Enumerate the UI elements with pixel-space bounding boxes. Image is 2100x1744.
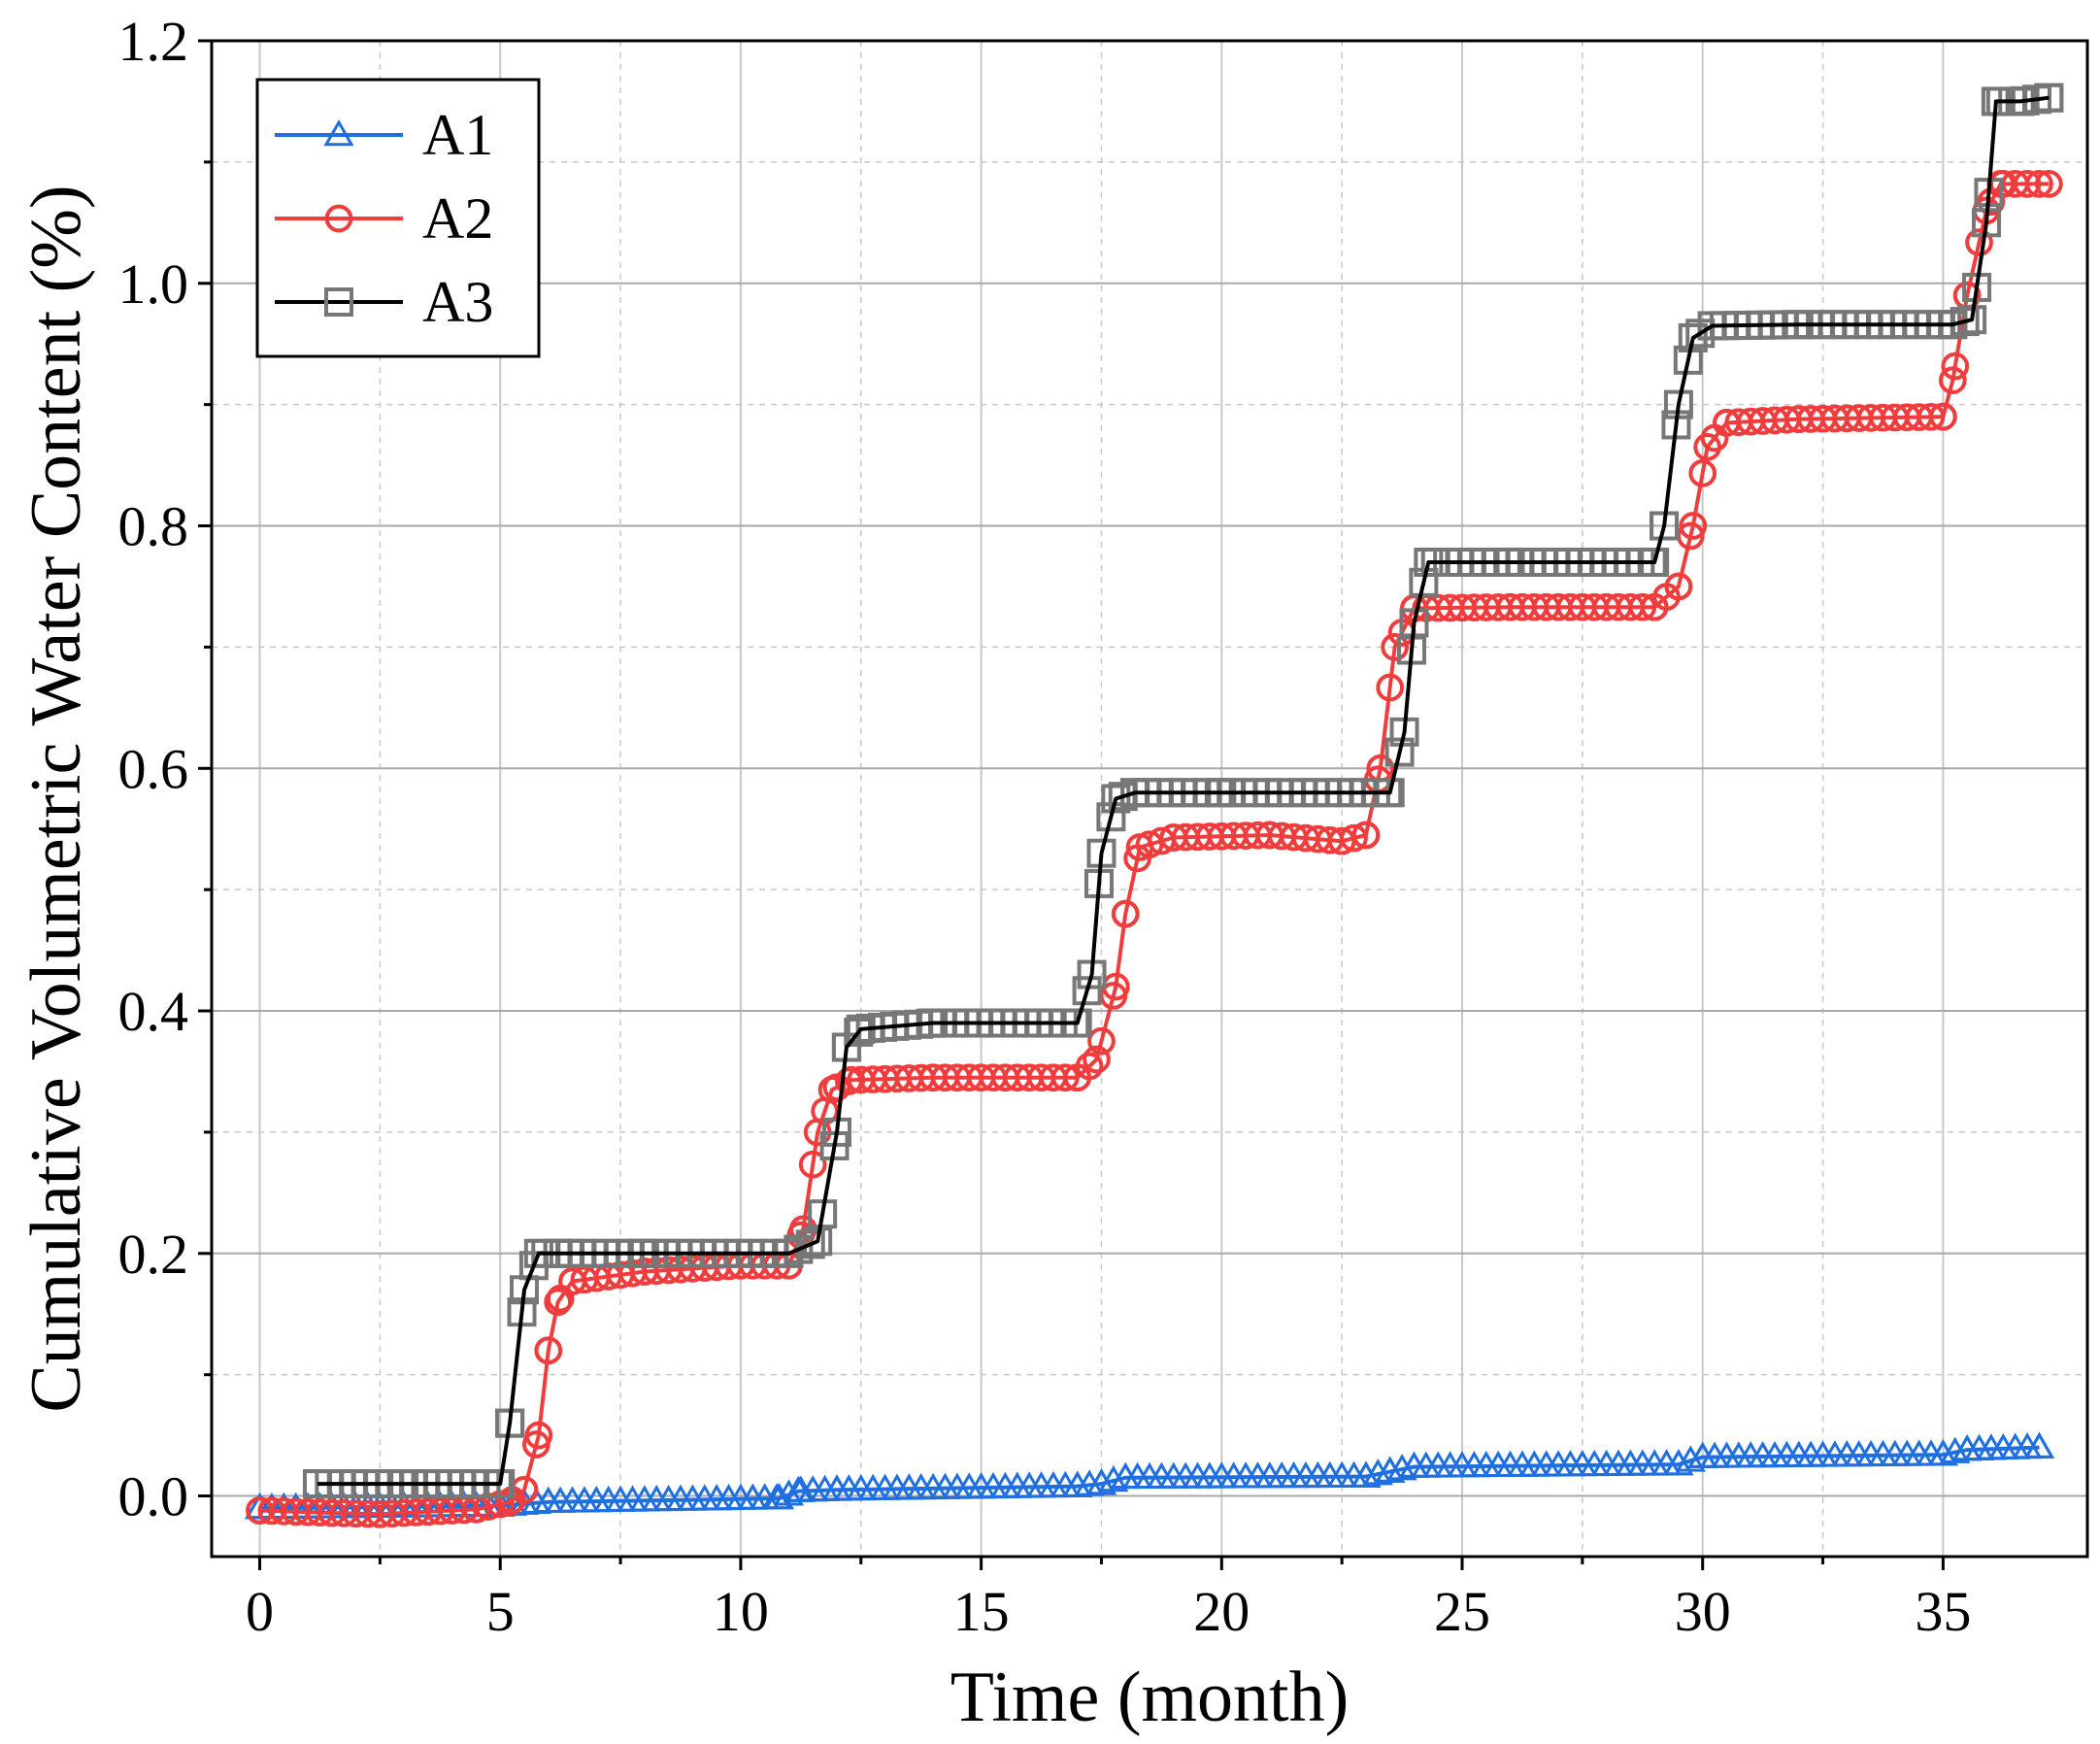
x-tick-label: 20 bbox=[1193, 1580, 1250, 1643]
legend-label: A1 bbox=[422, 103, 493, 167]
y-tick-label: 1.2 bbox=[118, 10, 189, 73]
series-layer bbox=[244, 83, 2064, 1528]
data-point bbox=[1351, 821, 1381, 850]
y-tick-label: 1.0 bbox=[118, 252, 189, 316]
plot-frame bbox=[210, 39, 2089, 1559]
x-tick-label: 15 bbox=[953, 1580, 1010, 1643]
y-tick-label: 0.2 bbox=[118, 1223, 189, 1286]
x-tick-label: 0 bbox=[246, 1580, 274, 1643]
x-tick-label: 35 bbox=[1915, 1580, 1971, 1643]
y-tick-label: 0.0 bbox=[118, 1465, 189, 1528]
x-tick-label: 10 bbox=[713, 1580, 769, 1643]
data-point bbox=[1965, 228, 1993, 256]
x-tick-label: 30 bbox=[1675, 1580, 1731, 1643]
x-tick-label: 5 bbox=[486, 1580, 515, 1643]
data-point bbox=[1693, 432, 1721, 461]
y-axis-title: Cumulative Volumetric Water Content (%) bbox=[17, 184, 96, 1412]
data-point bbox=[1384, 737, 1415, 767]
data-point bbox=[1125, 833, 1154, 861]
data-point bbox=[1688, 459, 1717, 487]
data-point bbox=[803, 1226, 833, 1257]
data-point bbox=[1072, 976, 1102, 1006]
legend-marker bbox=[324, 204, 353, 233]
data-point bbox=[795, 1229, 825, 1259]
series-line bbox=[259, 182, 2050, 1517]
data-point bbox=[1340, 823, 1368, 853]
legend-marker bbox=[323, 118, 354, 147]
series-a3 bbox=[302, 83, 2064, 1499]
legend-label: A3 bbox=[422, 270, 493, 334]
x-axis-title: Time (month) bbox=[950, 1658, 1349, 1737]
data-point bbox=[1083, 1045, 1111, 1074]
data-point bbox=[544, 1288, 573, 1317]
data-point bbox=[1941, 352, 1970, 381]
series-line bbox=[259, 1445, 2040, 1510]
data-point bbox=[1664, 572, 1693, 601]
y-tick-label: 0.6 bbox=[118, 737, 189, 800]
data-point bbox=[1087, 1026, 1116, 1056]
legend-marker bbox=[324, 287, 353, 317]
data-point bbox=[1938, 366, 1967, 395]
y-tick-label: 0.4 bbox=[118, 980, 189, 1043]
legend-label: A2 bbox=[422, 186, 493, 251]
series-line bbox=[317, 95, 2050, 1487]
data-point bbox=[1101, 784, 1131, 814]
x-tick-label: 25 bbox=[1434, 1580, 1490, 1643]
data-point bbox=[1679, 512, 1708, 540]
legend: A1 A2 A3 bbox=[255, 78, 541, 358]
data-point bbox=[808, 1199, 838, 1229]
y-tick-label: 0.8 bbox=[118, 495, 189, 558]
axis-ticks: 0 5 10 15 20 25 30 35 0.0 0.2 0.4 0.6 0.8 1.0 1.2 bbox=[118, 10, 1972, 1643]
